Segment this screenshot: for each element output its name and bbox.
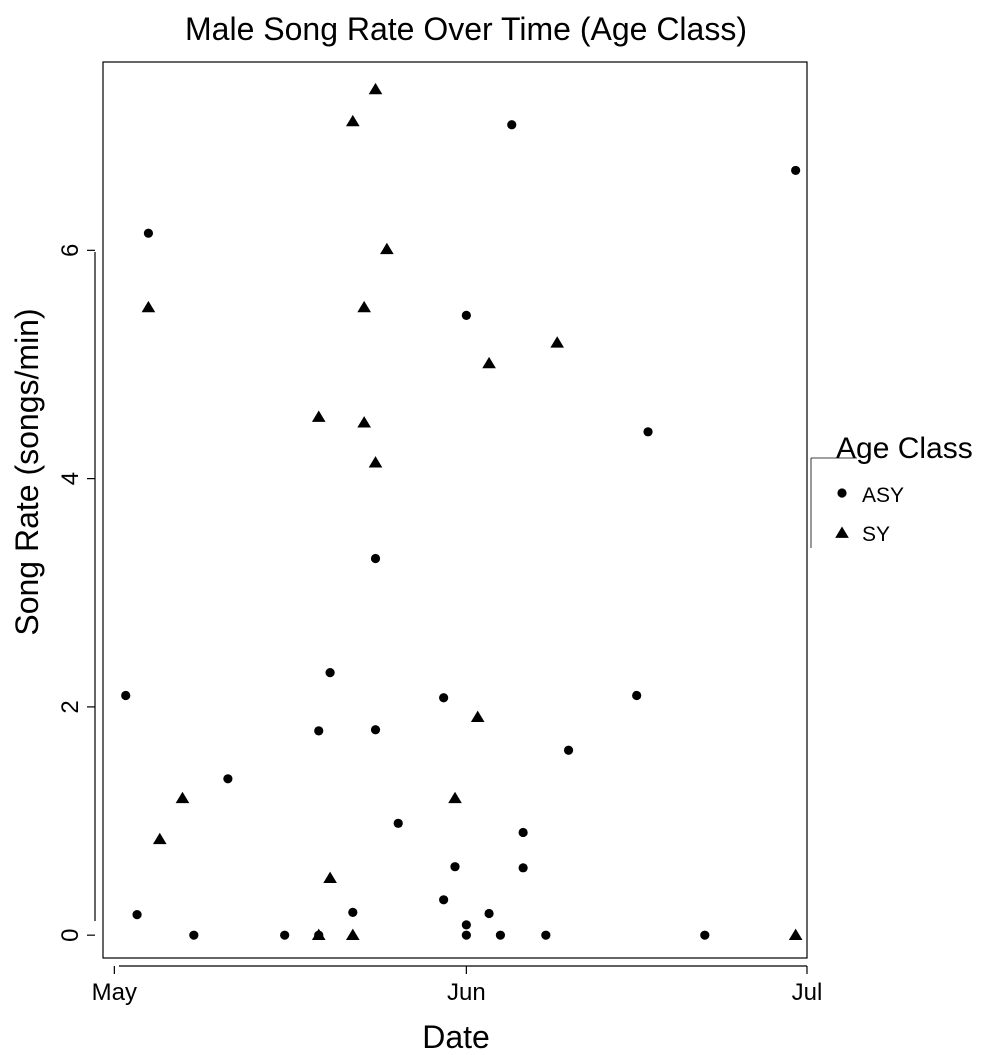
y-tick-label: 4 [57, 472, 84, 485]
x-tick-label: May [92, 979, 137, 1006]
sy-point [311, 928, 326, 941]
asy-point [393, 818, 403, 828]
data-points [121, 82, 803, 941]
legend-title: Age Class [836, 432, 973, 465]
legend-label: ASY [862, 484, 904, 507]
asy-point [348, 907, 358, 917]
sy-point [345, 114, 360, 127]
legend-entries: ASY SY [835, 484, 904, 546]
asy-point [541, 930, 551, 940]
asy-point [791, 165, 801, 176]
sy-point [311, 410, 326, 422]
sy-point [470, 710, 485, 723]
sy-point [368, 456, 383, 468]
chart-title: Male Song Rate Over Time (Age Class) [185, 11, 747, 47]
asy-point [189, 930, 199, 940]
sy-point [482, 356, 496, 369]
sy-point [345, 928, 360, 941]
asy-point [632, 690, 642, 701]
asy-point [439, 895, 449, 905]
sy-point [448, 791, 462, 804]
legend: Age Class ASY SY [810, 432, 973, 548]
asy-point [280, 930, 290, 940]
sy-point [380, 242, 394, 255]
x-tick-label: Jul [792, 979, 823, 1006]
sy-point [141, 300, 156, 313]
asy-point [700, 930, 710, 940]
asy-point [484, 908, 494, 919]
sy-point [357, 300, 371, 313]
sy-point [152, 832, 167, 845]
sy-point [368, 82, 383, 95]
asy-point [143, 228, 154, 238]
x-tick-label: Jun [447, 979, 486, 1006]
asy-point [314, 726, 324, 736]
asy-point [325, 668, 335, 678]
asy-point [450, 862, 460, 872]
y-tick-label: 2 [57, 700, 84, 713]
asy-point [223, 774, 233, 784]
plot-panel [102, 61, 808, 959]
asy-point [121, 690, 131, 701]
asy-point [518, 863, 528, 873]
sy-point [323, 871, 337, 883]
asy-point [461, 310, 471, 320]
legend-key-sy [835, 526, 849, 538]
asy-point [643, 427, 653, 437]
asy-point [563, 745, 574, 755]
sy-point [550, 336, 565, 348]
asy-point [461, 930, 471, 940]
asy-point [518, 827, 528, 838]
legend-key-asy [837, 488, 847, 498]
asy-point [495, 930, 506, 940]
asy-point [370, 725, 381, 735]
asy-point [507, 120, 517, 130]
asy-point [370, 553, 381, 564]
asy-point [132, 910, 142, 920]
sy-point [175, 791, 190, 804]
legend-label: SY [862, 523, 890, 546]
asy-point [461, 920, 471, 930]
sy-point [788, 928, 803, 941]
y-tick-label: 6 [57, 244, 84, 257]
x-axis-title: Date [422, 1019, 490, 1055]
sy-point [357, 416, 371, 428]
asy-point [439, 693, 449, 703]
y-axis-title: Song Rate (songs/min) [9, 308, 45, 635]
y-tick-label: 0 [57, 928, 84, 941]
x-axis-ticks: May Jun Jul [92, 966, 823, 1006]
y-axis-ticks: 0 2 4 6 [57, 244, 95, 942]
